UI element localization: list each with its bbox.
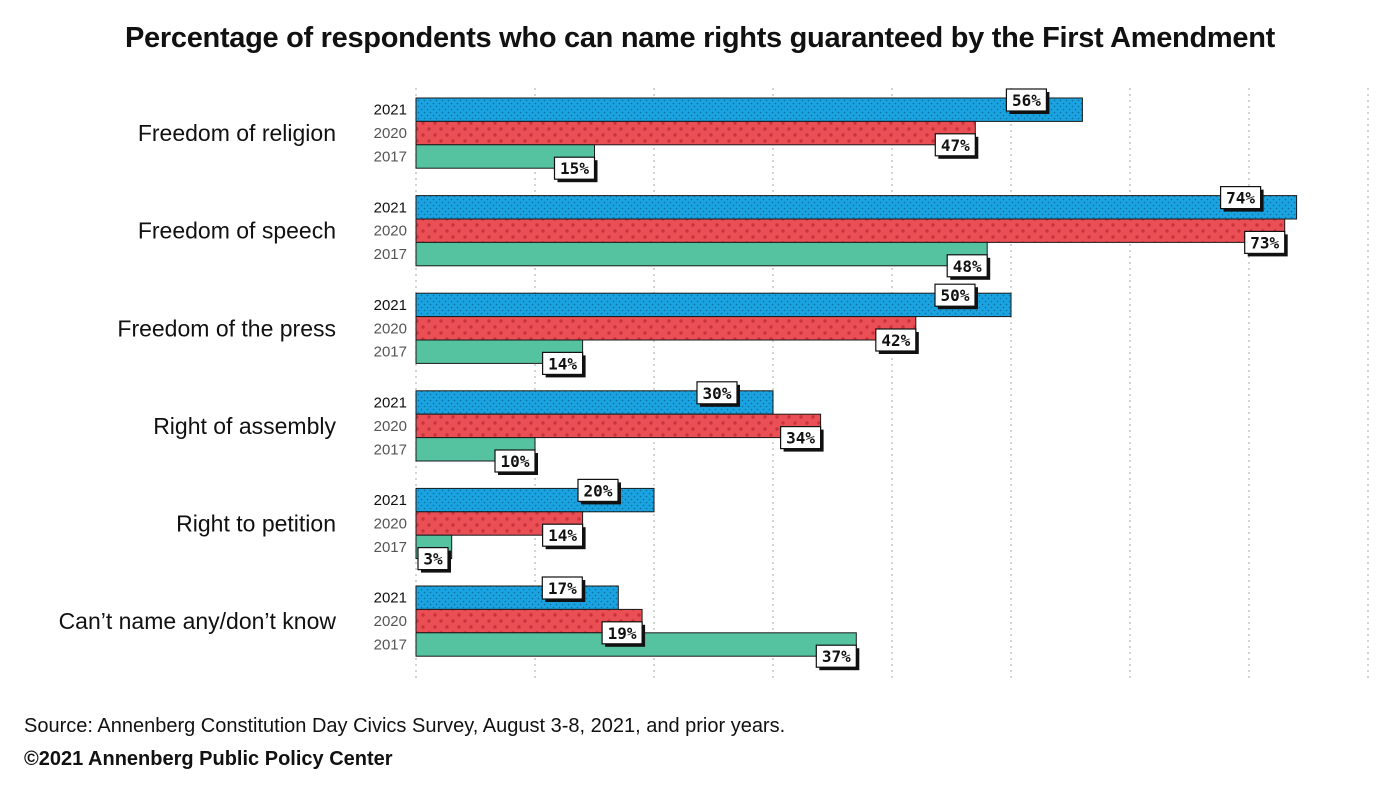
bar-2020 bbox=[415, 120, 976, 146]
bar-2020 bbox=[415, 218, 1286, 243]
year-label: 2021 bbox=[374, 395, 407, 412]
bar-2017 bbox=[415, 339, 584, 364]
year-label: 2020 bbox=[374, 418, 407, 435]
value-label: 74% bbox=[1226, 189, 1255, 208]
grid-lines bbox=[415, 88, 1369, 680]
value-label: 15% bbox=[560, 159, 589, 178]
category-label: Freedom of the press bbox=[117, 315, 336, 341]
value-label: 10% bbox=[501, 452, 530, 471]
bar-2020 bbox=[415, 413, 822, 439]
value-label: 17% bbox=[548, 579, 577, 598]
bar-2021 bbox=[415, 292, 1012, 318]
labels: Freedom of religion 2021 56% 2020 47% 2017 15%… bbox=[59, 88, 1288, 671]
value-label: 37% bbox=[822, 647, 851, 666]
category-label: Right to petition bbox=[176, 511, 336, 537]
value-label: 56% bbox=[1012, 91, 1041, 110]
value-label-box bbox=[875, 328, 917, 352]
value-label-box bbox=[1219, 186, 1262, 210]
value-label-box bbox=[779, 426, 822, 450]
bar-2017 bbox=[415, 144, 595, 169]
value-label: 20% bbox=[584, 481, 613, 500]
category-label: Can’t name any/don’t know bbox=[59, 608, 337, 634]
value-label: 34% bbox=[786, 429, 815, 448]
year-label: 2020 bbox=[374, 223, 407, 240]
value-label: 42% bbox=[881, 331, 910, 350]
bar-2021 bbox=[415, 195, 1298, 220]
year-label: 2020 bbox=[374, 516, 407, 533]
year-label: 2017 bbox=[374, 539, 407, 556]
bar-2021 bbox=[415, 585, 619, 610]
value-label: 48% bbox=[953, 257, 982, 276]
value-label: 14% bbox=[548, 354, 577, 373]
value-label-box bbox=[553, 156, 596, 180]
bar-2017 bbox=[415, 241, 988, 267]
year-label: 2021 bbox=[374, 199, 407, 216]
value-label-box bbox=[934, 283, 976, 307]
value-label-box bbox=[815, 644, 857, 668]
bar-2020 bbox=[415, 316, 917, 341]
bar-2020 bbox=[415, 511, 584, 536]
year-label: 2020 bbox=[374, 320, 407, 337]
value-label: 19% bbox=[608, 624, 637, 643]
year-label: 2017 bbox=[374, 149, 407, 166]
value-label-box bbox=[577, 478, 619, 502]
value-label-box bbox=[946, 254, 988, 278]
value-label-box bbox=[696, 381, 738, 405]
value-label: 50% bbox=[941, 286, 970, 305]
value-label-box bbox=[1005, 88, 1048, 112]
value-label-box bbox=[541, 523, 584, 547]
bar-chart: Freedom of religion 2021 56% 2020 47% 2017 15%… bbox=[59, 88, 1369, 680]
year-label: 2017 bbox=[374, 246, 407, 263]
value-label-box bbox=[417, 546, 449, 571]
year-label: 2020 bbox=[374, 125, 407, 142]
value-label-box bbox=[541, 576, 583, 600]
category-label: Freedom of speech bbox=[138, 218, 336, 244]
year-label: 2017 bbox=[374, 344, 407, 361]
value-label-box bbox=[541, 351, 584, 375]
value-label: 14% bbox=[548, 526, 577, 545]
year-label: 2017 bbox=[374, 637, 407, 654]
year-label: 2021 bbox=[374, 590, 407, 607]
bar-2021 bbox=[415, 97, 1083, 122]
year-label: 2021 bbox=[374, 102, 407, 119]
category-label: Freedom of religion bbox=[138, 120, 336, 146]
value-label-box bbox=[934, 133, 976, 157]
year-label: 2021 bbox=[374, 297, 407, 314]
source-note: Source: Annenberg Constitution Day Civic… bbox=[24, 715, 786, 737]
value-label: 73% bbox=[1250, 233, 1279, 252]
chart-title: Percentage of respondents who can name r… bbox=[125, 22, 1275, 54]
value-label-box bbox=[494, 449, 536, 473]
value-label-box bbox=[1244, 230, 1286, 254]
value-label-box bbox=[601, 621, 643, 645]
value-label: 3% bbox=[423, 550, 443, 569]
year-label: 2020 bbox=[374, 613, 407, 630]
year-label: 2017 bbox=[374, 441, 407, 458]
copyright-note: ©2021 Annenberg Public Policy Center bbox=[24, 748, 393, 770]
year-label: 2021 bbox=[374, 492, 407, 509]
value-label: 47% bbox=[941, 136, 970, 155]
value-label: 30% bbox=[703, 384, 732, 403]
category-label: Right of assembly bbox=[153, 413, 336, 439]
